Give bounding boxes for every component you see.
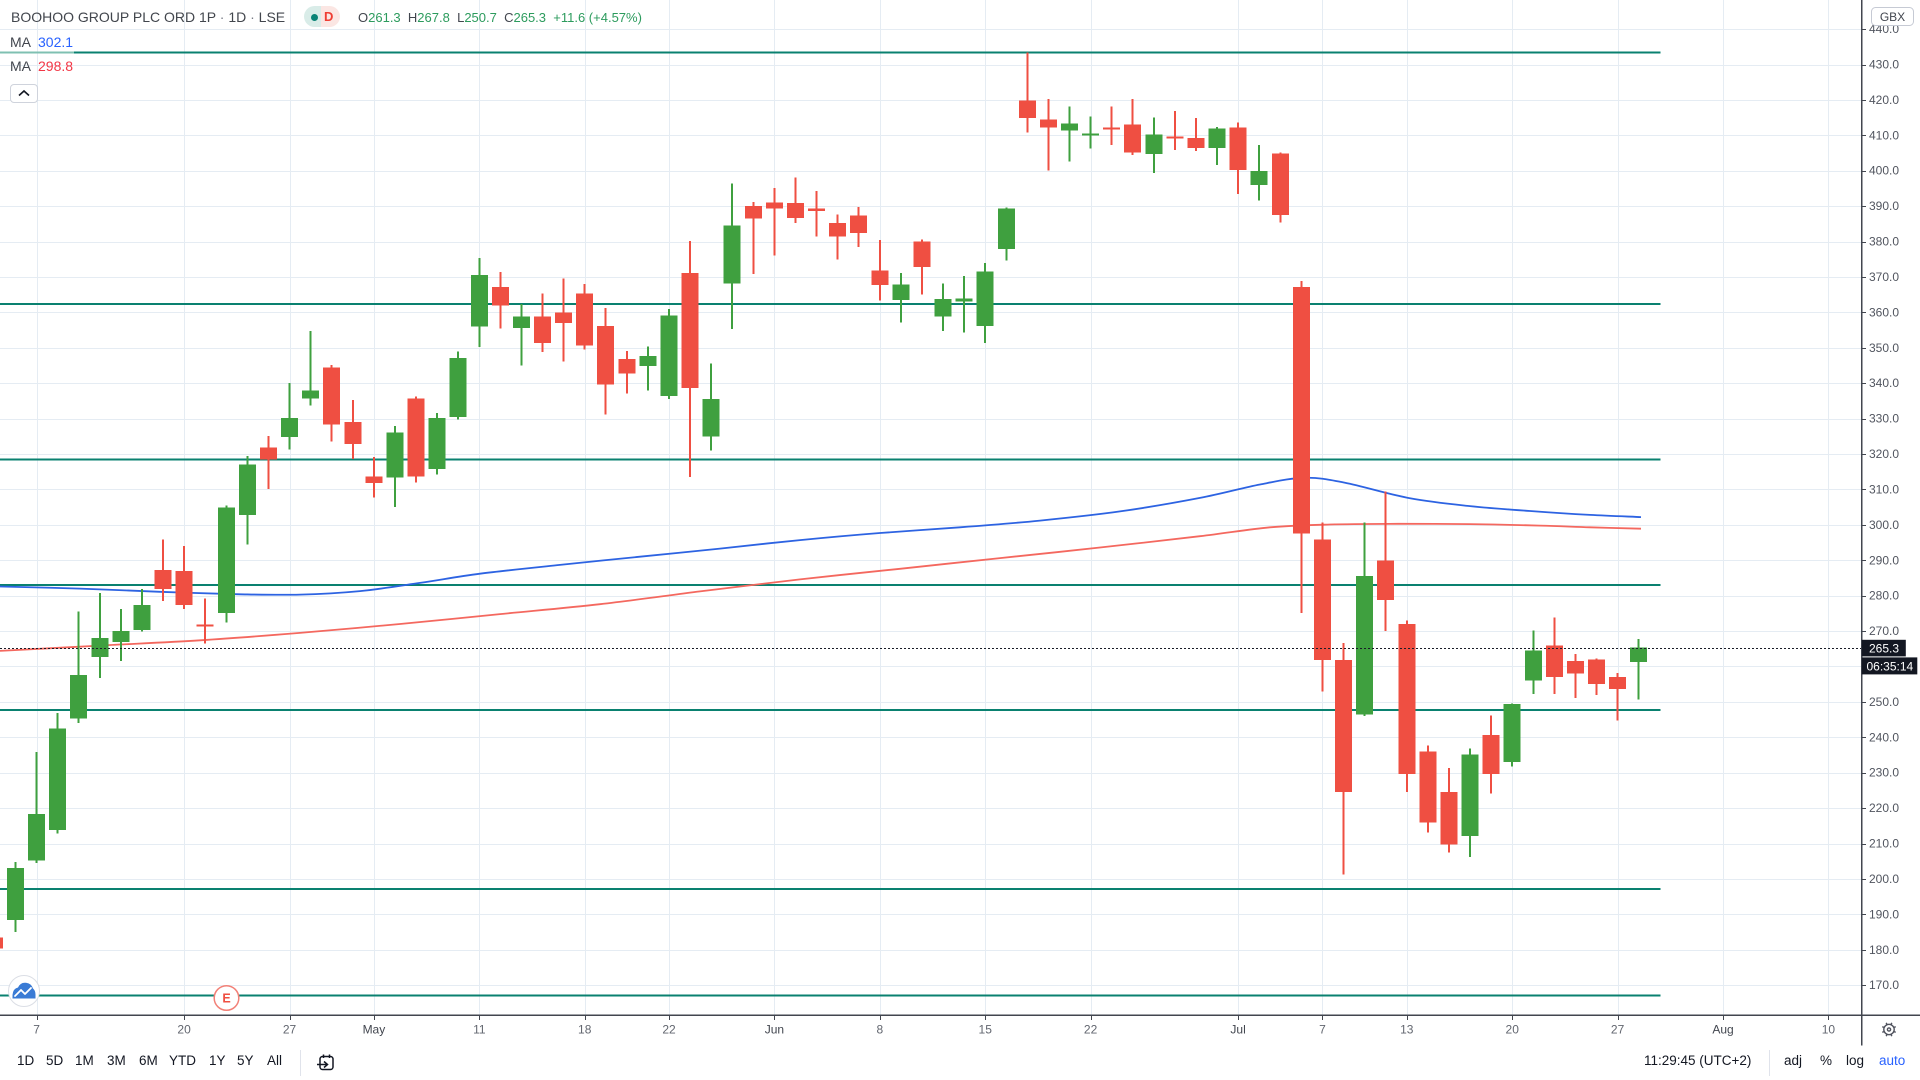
svg-text:180.0: 180.0 (1869, 943, 1899, 957)
svg-text:290.0: 290.0 (1869, 553, 1899, 567)
svg-text:265.3: 265.3 (1869, 641, 1899, 655)
svg-text:410.0: 410.0 (1869, 128, 1899, 142)
svg-text:15: 15 (979, 1023, 993, 1037)
svg-text:390.0: 390.0 (1869, 199, 1899, 213)
svg-text:230.0: 230.0 (1869, 766, 1899, 780)
svg-text:Jun: Jun (765, 1023, 784, 1037)
svg-text:11: 11 (473, 1023, 486, 1037)
svg-text:220.0: 220.0 (1869, 801, 1899, 815)
svg-text:18: 18 (578, 1023, 592, 1037)
svg-text:E: E (222, 992, 230, 1006)
svg-text:300.0: 300.0 (1869, 518, 1899, 532)
svg-text:360.0: 360.0 (1869, 305, 1899, 319)
svg-text:06:35:14: 06:35:14 (1867, 659, 1914, 673)
svg-text:7: 7 (33, 1023, 40, 1037)
svg-text:13: 13 (1400, 1023, 1414, 1037)
svg-text:27: 27 (1611, 1023, 1625, 1037)
svg-text:330.0: 330.0 (1869, 412, 1899, 426)
svg-text:10: 10 (1822, 1023, 1836, 1037)
svg-text:190.0: 190.0 (1869, 907, 1899, 921)
svg-text:320.0: 320.0 (1869, 447, 1899, 461)
svg-text:240.0: 240.0 (1869, 730, 1899, 744)
svg-text:430.0: 430.0 (1869, 58, 1899, 72)
svg-text:20: 20 (1506, 1023, 1520, 1037)
svg-text:340.0: 340.0 (1869, 376, 1899, 390)
svg-text:May: May (363, 1023, 386, 1037)
svg-text:400.0: 400.0 (1869, 164, 1899, 178)
svg-text:200.0: 200.0 (1869, 872, 1899, 886)
svg-text:420.0: 420.0 (1869, 93, 1899, 107)
svg-text:370.0: 370.0 (1869, 270, 1899, 284)
svg-text:280.0: 280.0 (1869, 589, 1899, 603)
svg-text:GBX: GBX (1880, 10, 1905, 24)
svg-text:22: 22 (662, 1023, 676, 1037)
svg-text:Aug: Aug (1712, 1023, 1733, 1037)
svg-text:27: 27 (283, 1023, 297, 1037)
svg-text:170.0: 170.0 (1869, 978, 1899, 992)
svg-text:350.0: 350.0 (1869, 341, 1899, 355)
svg-text:7: 7 (1319, 1023, 1326, 1037)
svg-text:250.0: 250.0 (1869, 695, 1899, 709)
svg-text:310.0: 310.0 (1869, 482, 1899, 496)
svg-text:20: 20 (177, 1023, 191, 1037)
svg-text:210.0: 210.0 (1869, 837, 1899, 851)
svg-text:380.0: 380.0 (1869, 235, 1899, 249)
svg-text:22: 22 (1084, 1023, 1098, 1037)
svg-text:270.0: 270.0 (1869, 624, 1899, 638)
svg-text:8: 8 (876, 1023, 883, 1037)
svg-text:Jul: Jul (1230, 1023, 1245, 1037)
